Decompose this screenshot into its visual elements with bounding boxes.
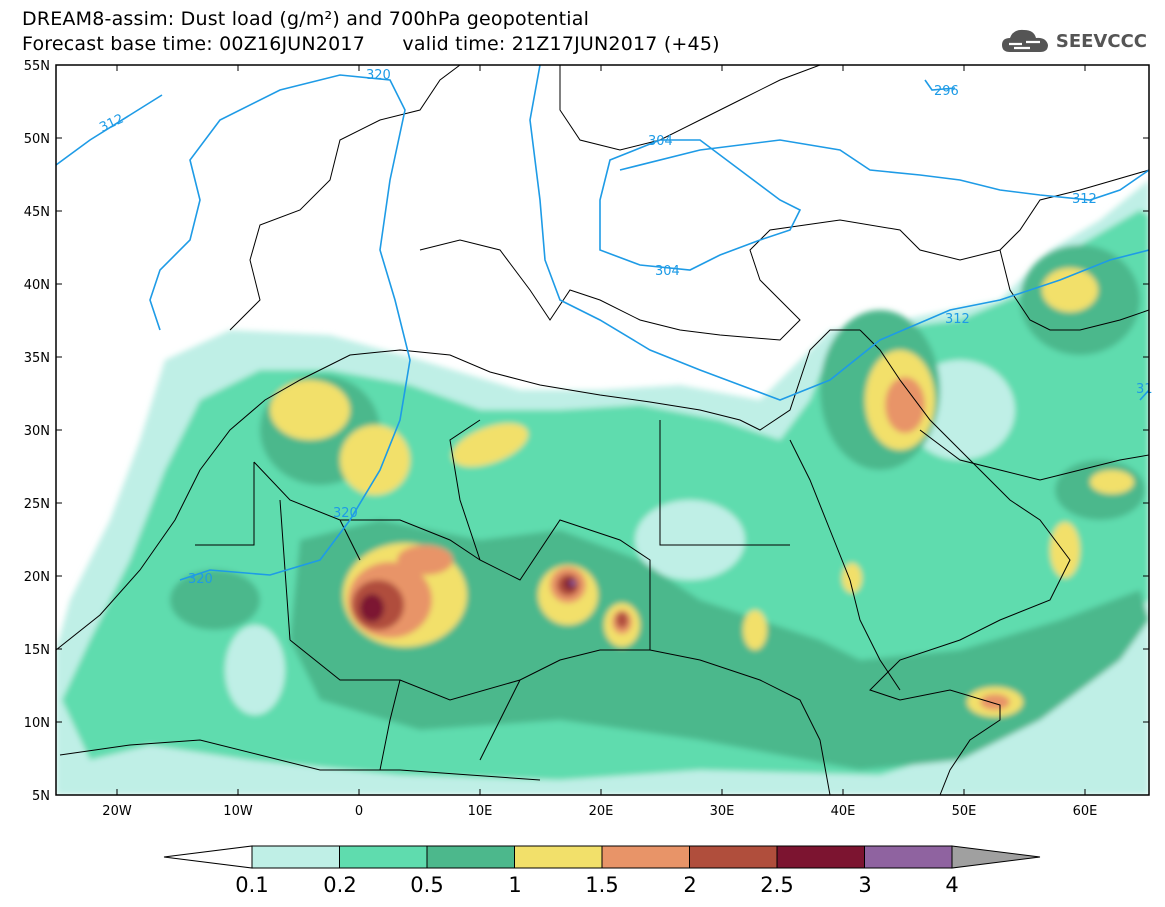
lon-labels: 20W 10W 0 10E 20E 30E 40E 50E 60E — [102, 804, 1097, 819]
contour-label: 320 — [333, 506, 358, 521]
lat-label: 50N — [24, 132, 50, 147]
lat-label: 35N — [24, 351, 50, 366]
base-time: Forecast base time: 00Z16JUN2017 — [22, 33, 365, 55]
lon-label: 10E — [468, 804, 493, 819]
map-subtitle: Forecast base time: 00Z16JUN2017 valid t… — [22, 33, 720, 55]
colorbar-arrow-left — [163, 845, 253, 869]
colorbar-tick: 3 — [858, 873, 871, 897]
colorbar-tick: 0.5 — [410, 873, 443, 897]
lat-label: 45N — [24, 205, 50, 220]
lat-label: 40N — [24, 278, 50, 293]
lon-label: 20E — [589, 804, 614, 819]
colorbar-tick: 2 — [683, 873, 696, 897]
contour-label: 304 — [655, 264, 680, 279]
colorbar-tick: 4 — [945, 873, 958, 897]
colorbar-cell — [689, 845, 778, 869]
colorbar-arrow-right — [951, 845, 1041, 869]
contour-label: 312 — [97, 112, 126, 136]
map-title: DREAM8-assim: Dust load (g/m²) and 700hP… — [22, 8, 590, 30]
contour-label: 320 — [188, 572, 213, 587]
colorbar-cell — [514, 845, 603, 869]
colorbar-tick: 0.2 — [323, 873, 356, 897]
lon-label: 10W — [223, 804, 253, 819]
lat-label: 55N — [24, 59, 50, 74]
geopotential-contours — [56, 65, 1149, 581]
colorbar-cell — [601, 845, 690, 869]
lon-label: 20W — [102, 804, 132, 819]
colorbar-cell — [339, 845, 428, 869]
contour-label: 312 — [945, 312, 970, 327]
lat-label: 10N — [24, 716, 50, 731]
cloud-icon — [1001, 29, 1048, 52]
lat-label: 30N — [24, 424, 50, 439]
contour-label: 304 — [648, 134, 673, 149]
lat-label: 20N — [24, 570, 50, 585]
axis-ticks — [56, 64, 1149, 796]
colorbar-cell — [776, 845, 865, 869]
lat-labels: 55N 50N 45N 40N 35N 30N 25N 20N 15N 10N … — [24, 59, 50, 804]
lon-label: 0 — [355, 804, 363, 819]
logo-text: SEEVCCC — [1055, 30, 1147, 52]
colorbar: 0.1 0.2 0.5 1 1.5 2 2.5 3 4 — [163, 845, 1041, 897]
lat-label: 5N — [32, 789, 50, 804]
dust-field — [56, 180, 1149, 795]
contour-label: 312 — [1072, 192, 1097, 207]
lon-label: 50E — [952, 804, 977, 819]
colorbar-cell — [426, 845, 515, 869]
colorbar-cell — [864, 845, 953, 869]
lat-label: 15N — [24, 643, 50, 658]
colorbar-tick: 0.1 — [235, 873, 268, 897]
seevccc-logo: SEEVCCC — [1000, 26, 1147, 56]
colorbar-tick: 2.5 — [760, 873, 793, 897]
colorbar-tick: 1 — [508, 873, 521, 897]
colorbar-cell — [251, 845, 340, 869]
lon-label: 40E — [831, 804, 856, 819]
coastlines — [56, 65, 1149, 795]
lat-label: 25N — [24, 497, 50, 512]
colorbar-tick: 1.5 — [585, 873, 618, 897]
contour-label: 31 — [1136, 382, 1153, 397]
lon-label: 60E — [1073, 804, 1098, 819]
valid-time: valid time: 21Z17JUN2017 (+45) — [402, 33, 720, 55]
colorbar-ticks: 0.1 0.2 0.5 1 1.5 2 2.5 3 4 — [235, 873, 958, 897]
contour-label: 320 — [366, 68, 391, 83]
lon-label: 30E — [710, 804, 735, 819]
contour-label: 296 — [934, 84, 959, 99]
